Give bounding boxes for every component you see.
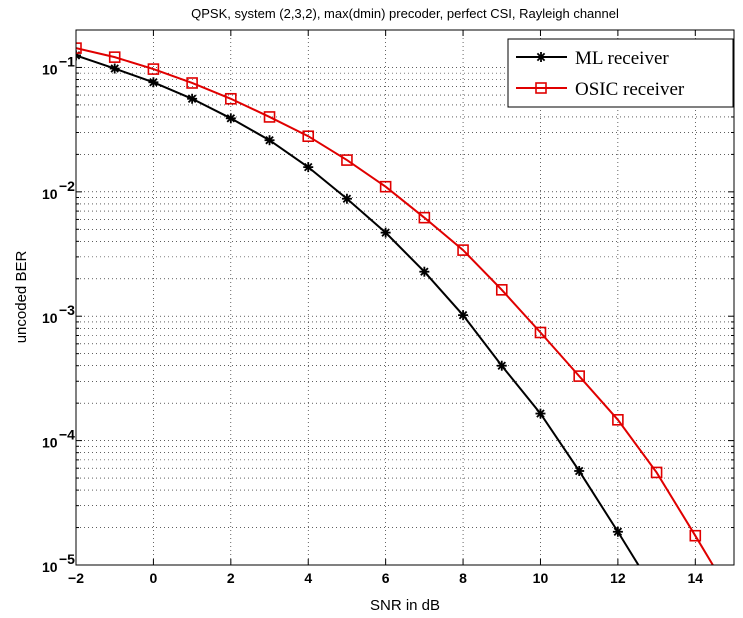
x-tick-label: −2 xyxy=(68,570,84,586)
legend-label-osic: OSIC receiver xyxy=(575,79,685,100)
y-tick-label-exponent: −1 xyxy=(59,53,75,69)
x-tick-labels: −2 0 2 4 6 8 10 12 14 xyxy=(68,570,703,586)
series-0-point xyxy=(225,113,236,124)
series-1-point xyxy=(263,111,276,123)
series-1-point xyxy=(457,244,469,256)
series-0-point xyxy=(652,589,662,599)
chart-title: QPSK, system (2,3,2), max(dmin) precoder… xyxy=(191,6,619,21)
series-0-point xyxy=(574,465,585,476)
y-tick-label: 10 xyxy=(42,559,58,575)
series-0-point xyxy=(380,227,391,238)
legend-box xyxy=(507,38,734,108)
x-tick-label: 10 xyxy=(533,570,549,586)
series-1-point xyxy=(650,466,663,479)
legend-marker-ml-symbol xyxy=(536,52,546,62)
series-layer xyxy=(76,42,739,605)
y-tick-label-exponent: −5 xyxy=(59,551,75,567)
series-1-point xyxy=(341,154,353,166)
series-1-point xyxy=(225,92,237,105)
x-tick-label: 4 xyxy=(304,570,312,586)
x-tick-label: 12 xyxy=(610,570,626,586)
series-0-point xyxy=(187,93,198,104)
legend-marker-osic-symbol xyxy=(535,82,547,94)
y-tick-label: 10 xyxy=(42,61,58,77)
series-0-point xyxy=(458,310,469,321)
series-1-point xyxy=(108,51,121,63)
axis-ticks xyxy=(75,29,734,566)
y-tick-label-exponent: −4 xyxy=(59,427,75,443)
series-1-point xyxy=(379,180,392,193)
series-1-point xyxy=(302,130,315,143)
series-0-point xyxy=(612,526,623,537)
series-1-point xyxy=(534,326,547,339)
x-tick-label: 0 xyxy=(150,570,158,586)
series-1-point xyxy=(729,595,739,605)
y-tick-label: 10 xyxy=(42,186,58,202)
y-axis-label: uncoded BER xyxy=(13,251,30,344)
series-0-point xyxy=(419,266,430,277)
series-0-point xyxy=(303,162,314,173)
series-0-point xyxy=(535,408,546,419)
legend-marker-osic xyxy=(535,82,547,94)
x-tick-label: 2 xyxy=(227,570,235,586)
series-1-point xyxy=(186,77,198,89)
series-1-point xyxy=(573,370,585,382)
y-tick-labels: 10−110−210−310−410−5 xyxy=(42,53,75,575)
y-tick-label-exponent: −2 xyxy=(59,178,75,194)
series-1-point xyxy=(689,529,702,542)
series-0-point xyxy=(109,63,120,74)
legend-label-ml: ML receiver xyxy=(575,48,669,69)
series-0-point xyxy=(264,135,275,146)
x-tick-label: 14 xyxy=(688,570,704,586)
series-1-point xyxy=(495,284,508,296)
series-0-point xyxy=(496,360,507,371)
series-0-point xyxy=(148,77,159,88)
series-line-0 xyxy=(76,54,640,565)
series-1-point xyxy=(612,413,624,426)
plot-background xyxy=(76,30,734,565)
x-axis-label: SNR in dB xyxy=(370,597,440,614)
y-tick-label-exponent: −3 xyxy=(59,302,75,318)
y-tick-label: 10 xyxy=(42,310,58,326)
x-tick-label: 6 xyxy=(382,570,390,586)
series-1-point xyxy=(147,63,160,75)
series-1-point xyxy=(76,42,82,54)
series-0-point xyxy=(341,193,352,204)
legend-marker-ml xyxy=(536,52,546,62)
plot-frame xyxy=(75,29,735,566)
series-1-point xyxy=(418,211,431,224)
legend: ML receiver OSIC receiver xyxy=(507,38,734,108)
series-line-1 xyxy=(76,47,715,565)
y-tick-label: 10 xyxy=(42,435,58,451)
x-tick-label: 8 xyxy=(459,570,467,586)
